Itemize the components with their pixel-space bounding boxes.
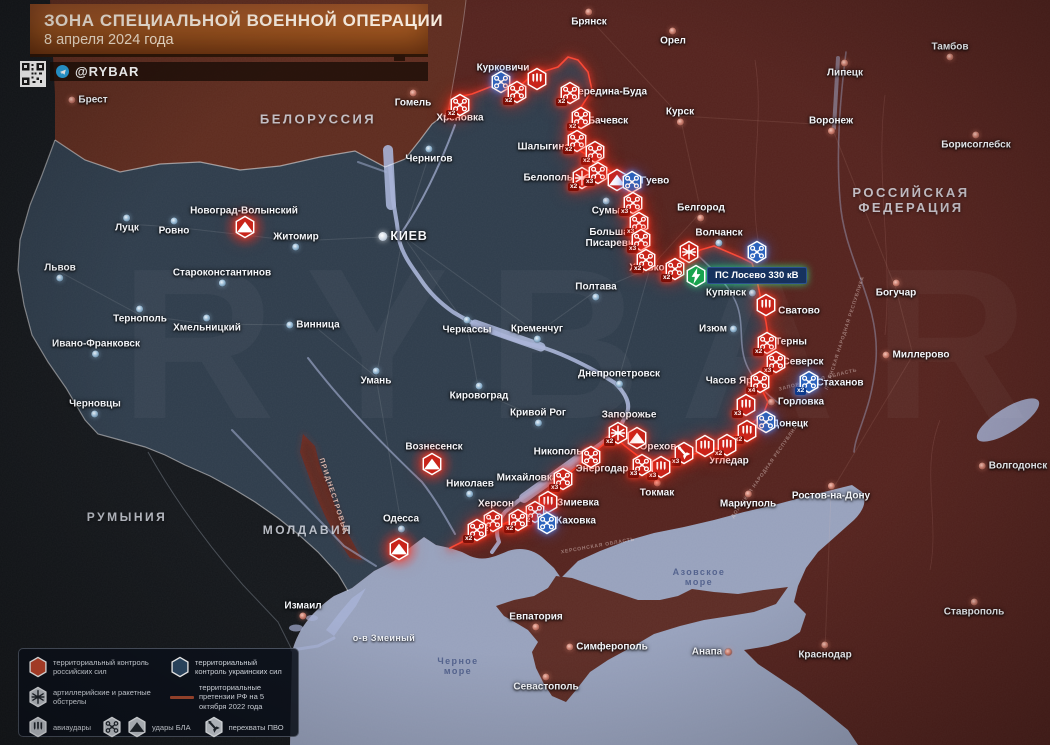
title-box: ЗОНА СПЕЦИАЛЬНОЙ ВОЕННОЙ ОПЕРАЦИИ 8 апре… xyxy=(30,4,444,57)
claim-line-icon xyxy=(170,695,194,699)
title-underline-cap xyxy=(394,55,405,61)
blue-hexagon-icon xyxy=(170,656,190,678)
telegram-icon xyxy=(56,65,69,78)
legend-item-ukrainian-control: территориальный контроль украинских сил xyxy=(170,656,289,678)
legend-item-claims: территориальные претензии РФ на 5 октябр… xyxy=(170,683,289,711)
legend-item-russian-control: территориальный контроль российских сил xyxy=(28,656,166,678)
qr-code xyxy=(20,61,46,87)
channel-handle: @RYBAR xyxy=(75,64,140,79)
legend-item-artillery: артиллерийские и ракетные обстрелы xyxy=(28,683,166,711)
legend: территориальный контроль российских сил … xyxy=(18,648,299,738)
airstrike-icon xyxy=(28,716,48,738)
artillery-icon xyxy=(28,686,48,708)
channel-bar[interactable]: @RYBAR xyxy=(50,62,428,81)
page-title: ЗОНА СПЕЦИАЛЬНОЙ ВОЕННОЙ ОПЕРАЦИИ xyxy=(44,11,444,30)
air-defense-icon xyxy=(204,716,224,738)
drone-wing-icon xyxy=(127,716,147,738)
red-hexagon-icon xyxy=(28,656,48,678)
map-date: 8 апреля 2024 года xyxy=(44,32,174,48)
drone-quad-icon xyxy=(102,716,122,738)
